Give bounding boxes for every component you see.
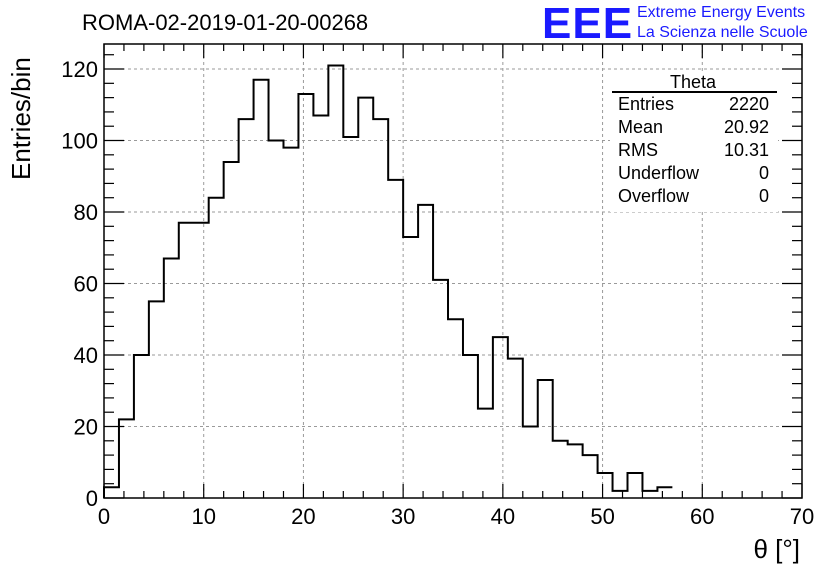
histogram-bin (313, 115, 328, 498)
axis-ticks (103, 44, 803, 499)
grid-lines (104, 44, 802, 498)
histogram-bin (104, 487, 119, 498)
x-tick-label: 70 (790, 504, 814, 529)
x-tick-label: 20 (291, 504, 315, 529)
histogram-bin (388, 180, 403, 498)
eee-logo: EEE (542, 0, 634, 48)
histogram-bin (328, 65, 343, 498)
histogram-bin (164, 258, 179, 498)
x-tick-label: 0 (98, 504, 110, 529)
histogram-bin (298, 94, 313, 498)
stats-row-label: Underflow (618, 163, 700, 183)
histogram-bin (358, 98, 373, 498)
stats-row-value: 20.92 (724, 117, 769, 137)
stats-row-label: Mean (618, 117, 663, 137)
stats-row-value: 0 (759, 163, 769, 183)
y-tick-label: 0 (86, 486, 98, 511)
histogram-bin (149, 301, 164, 498)
y-tick-label: 40 (74, 343, 98, 368)
tick-labels: 0 10 20 30 40 50 60 70 0 20 40 60 80 100 120 (61, 57, 814, 529)
histogram-bin (628, 473, 643, 498)
stats-row-label: Entries (618, 94, 674, 114)
stats-row-value: 2220 (729, 94, 769, 114)
histogram-bin (209, 198, 224, 498)
histogram-bin (179, 223, 194, 498)
histogram-bin (657, 487, 672, 498)
stats-title: Theta (670, 72, 717, 92)
histogram-bin (373, 119, 388, 498)
histogram-bin (403, 237, 418, 498)
page-title: ROMA-02-2019-01-20-00268 (82, 10, 369, 35)
histogram-bin (433, 280, 448, 498)
histogram-bin (508, 359, 523, 498)
histogram-bin (613, 491, 628, 498)
stats-row-value: 0 (759, 186, 769, 206)
histogram-bin (583, 455, 598, 498)
stats-row-label: RMS (618, 140, 658, 160)
histogram-bin (254, 80, 269, 498)
y-axis-title: Entries/bin (6, 57, 36, 180)
histogram-bin (553, 441, 568, 498)
histogram-bin (269, 141, 284, 498)
histogram-bin (119, 419, 134, 498)
histogram-bin (568, 444, 583, 498)
x-axis-title: θ [°] (753, 534, 800, 564)
histogram-bin (134, 355, 149, 498)
plot-frame (103, 43, 803, 499)
histogram-bin (239, 119, 254, 498)
histogram-bin (194, 223, 209, 498)
x-tick-label: 30 (391, 504, 415, 529)
histogram-bin (224, 162, 239, 498)
histogram-bin (538, 380, 553, 498)
logo-subtitle-line2: La Scienza nelle Scuole (637, 24, 808, 41)
x-tick-label: 50 (590, 504, 614, 529)
stats-box: Theta Entries 2220 Mean 20.92 RMS 10.31 Underf… (610, 72, 778, 212)
plot-frame-rect (103, 43, 803, 499)
x-tick-label: 60 (690, 504, 714, 529)
histogram-bin (418, 205, 433, 498)
stats-row-value: 10.31 (724, 140, 769, 160)
histogram-bin (598, 473, 613, 498)
histogram-layer (103, 64, 673, 498)
y-tick-label: 60 (74, 272, 98, 297)
stats-row-label: Overflow (618, 186, 690, 206)
y-tick-label: 120 (61, 57, 98, 82)
histogram-bin (343, 137, 358, 498)
histogram-outline (103, 64, 673, 498)
histogram-bin (478, 409, 493, 498)
histogram-bin (463, 355, 478, 498)
histogram-bin (448, 319, 463, 498)
y-tick-label: 100 (61, 129, 98, 154)
y-tick-label: 20 (74, 415, 98, 440)
histogram-bin (523, 427, 538, 498)
stats-rows: Entries 2220 Mean 20.92 RMS 10.31 Underflow 0 Ov… (618, 94, 769, 206)
histogram-bin (283, 148, 298, 498)
y-tick-label: 80 (74, 200, 98, 225)
histogram-bin (493, 337, 508, 498)
histogram-bin (642, 491, 657, 498)
x-tick-label: 10 (191, 504, 215, 529)
logo-subtitle-line1: Extreme Energy Events (637, 4, 806, 21)
x-tick-label: 40 (491, 504, 515, 529)
